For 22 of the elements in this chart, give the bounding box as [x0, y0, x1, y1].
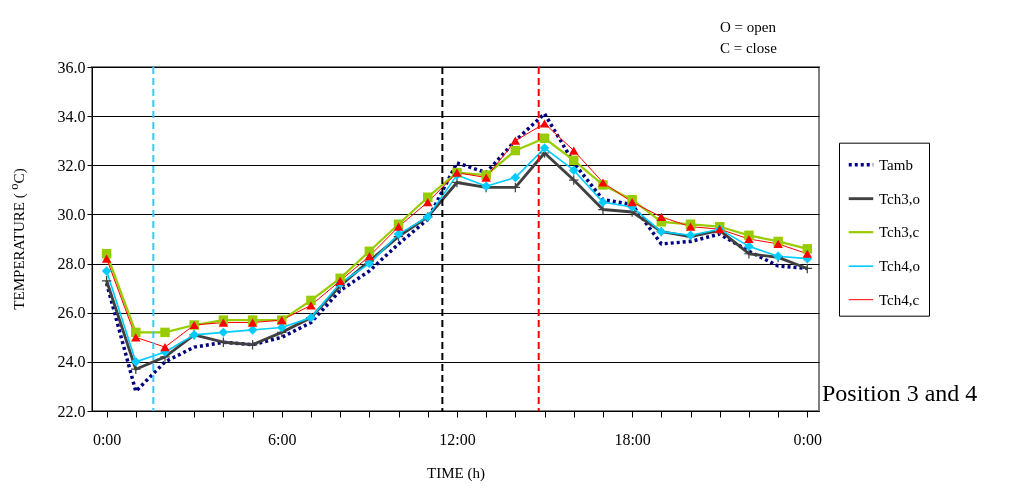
- legend-label: Tch4,c: [879, 291, 920, 308]
- y-tick-label: 34.0: [57, 107, 86, 125]
- x-tick-label: 18:00: [614, 430, 651, 448]
- y-tick-label: 24.0: [57, 353, 86, 371]
- x-tick-label: 0:00: [92, 430, 122, 448]
- x-axis-title: TIME (h): [427, 464, 485, 482]
- legend-label: Tch3,c: [879, 224, 920, 241]
- legend-label: Tch3,o: [879, 190, 921, 207]
- x-tick-label: 0:00: [793, 430, 823, 448]
- text: O = open: [720, 19, 776, 36]
- y-tick-label: 28.0: [57, 255, 86, 273]
- y-tick-label: 36.0: [57, 58, 86, 76]
- y-tick-label: 32.0: [57, 156, 86, 174]
- legend-label: Tamb: [879, 156, 913, 173]
- legend-label: Tch4,o: [879, 258, 921, 275]
- text: C = close: [720, 40, 777, 57]
- x-tick-label: 12:00: [439, 430, 476, 448]
- y-tick-label: 30.0: [57, 205, 86, 223]
- x-tick-label: 6:00: [268, 430, 297, 448]
- y-tick-label: 26.0: [57, 304, 86, 322]
- text: Position 3 and 4: [822, 380, 978, 407]
- y-tick-label: 22.0: [57, 402, 86, 420]
